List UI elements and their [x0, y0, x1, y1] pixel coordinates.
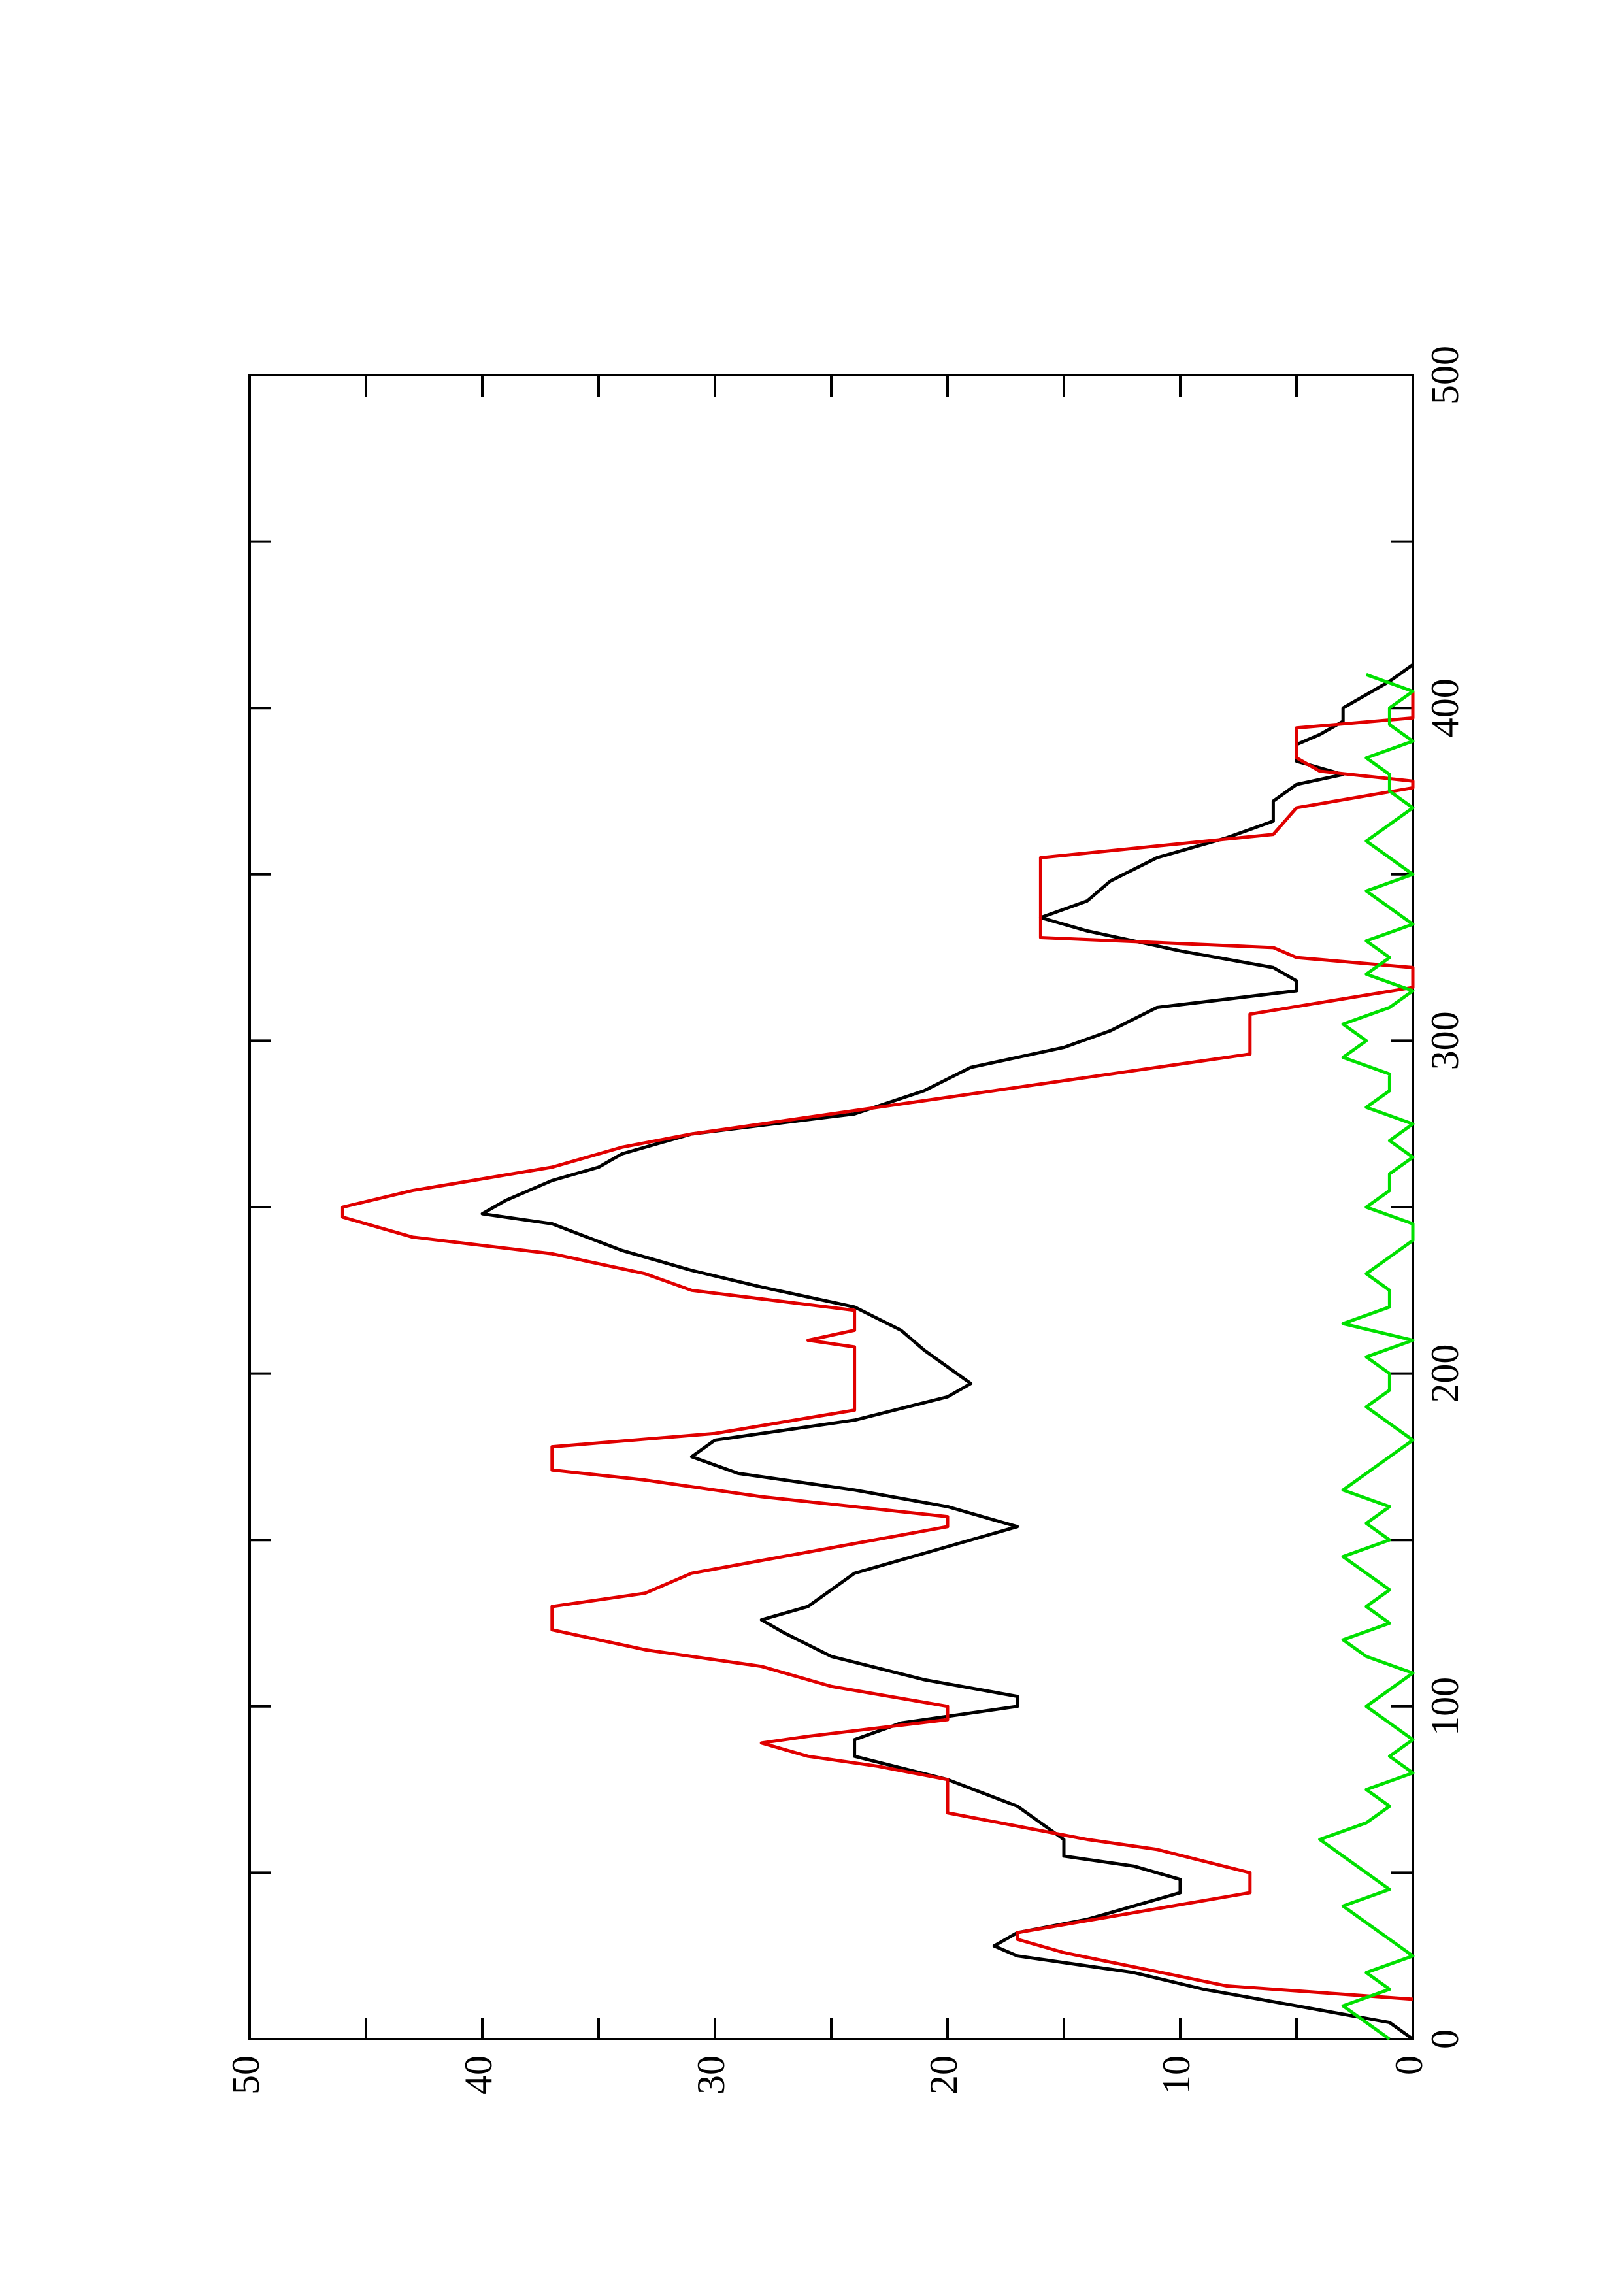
x-tick-label: 300 — [1423, 1011, 1466, 1070]
x-tick-label: 100 — [1423, 1677, 1466, 1736]
y-tick-label: 10 — [1155, 2055, 1198, 2095]
y-tick-label: 40 — [457, 2055, 500, 2095]
x-tick-label: 400 — [1423, 678, 1466, 737]
y-tick-label: 0 — [1387, 2055, 1430, 2075]
x-tick-label: 200 — [1423, 1344, 1466, 1403]
plot: 0 100 200 300 400 500 0 10 20 30 40 50 — [224, 346, 1466, 2095]
y-tick-label: 20 — [922, 2055, 965, 2095]
y-tick-label: 30 — [689, 2055, 733, 2095]
x-tick-label: 500 — [1423, 346, 1466, 405]
series-line — [1318, 673, 1415, 2041]
y-tick-label: 50 — [224, 2055, 267, 2095]
series-line — [480, 663, 1414, 2041]
x-tick-label: 0 — [1423, 2029, 1466, 2049]
plot-frame — [248, 374, 1414, 2040]
series-line — [340, 691, 1415, 2001]
